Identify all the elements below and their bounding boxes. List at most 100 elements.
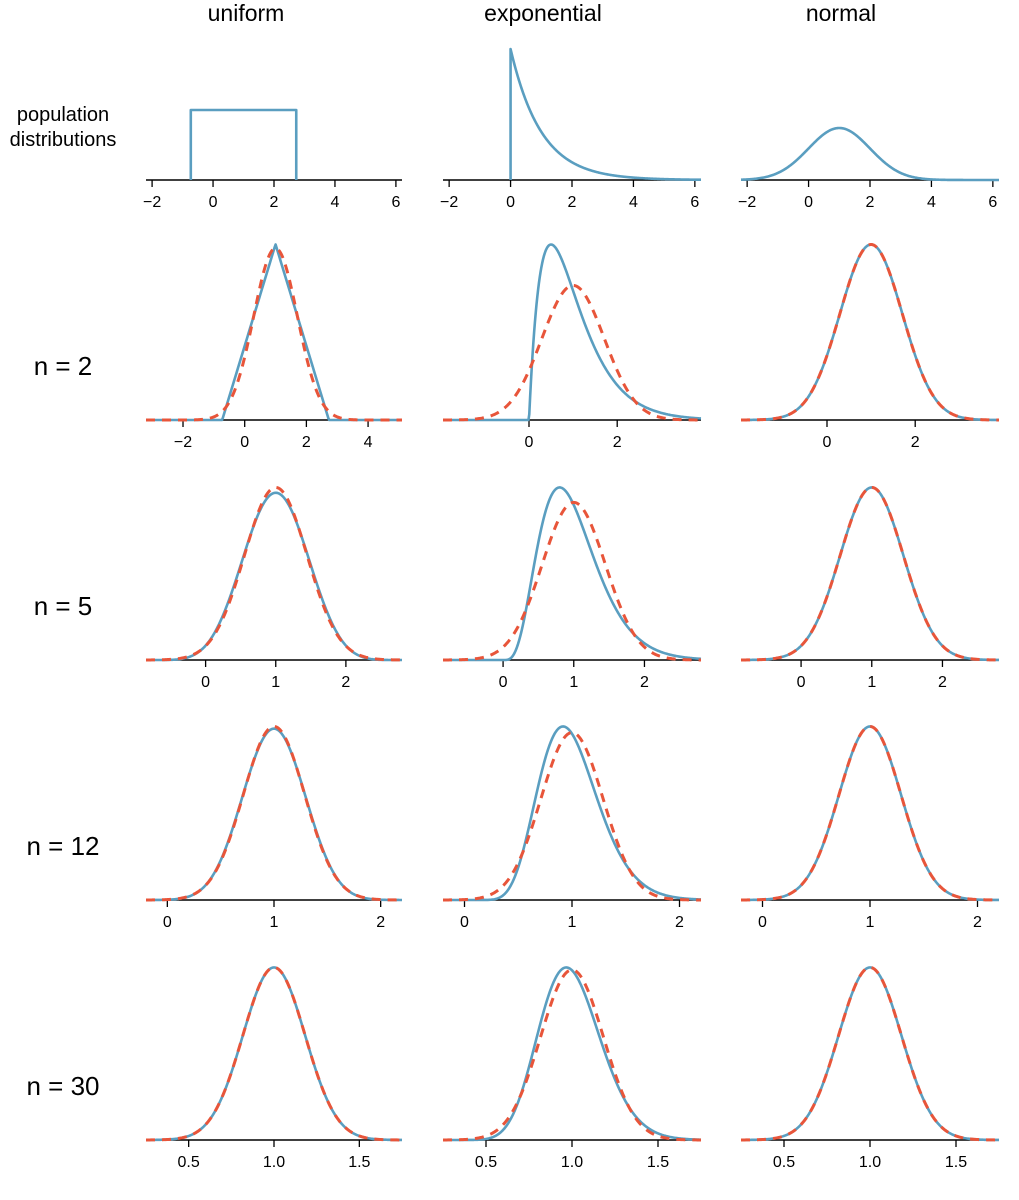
normal-approximation-curve-n2-normal	[740, 243, 1000, 422]
normal-approximation-curve-n2-uniform	[145, 246, 403, 422]
x-tick-label-n5-exponential-0: 0	[499, 674, 508, 691]
normal-approximation-curve-n2-exponential	[442, 283, 702, 422]
x-tick-label-population-exponential-2: 2	[568, 194, 577, 211]
normal-approximation-curve-n30-uniform	[145, 965, 403, 1142]
x-tick-label-population-uniform-0: −2	[143, 194, 161, 211]
column-titles: uniform exponential normal	[208, 0, 877, 26]
x-tick-label-n5-exponential-2: 2	[640, 674, 649, 691]
row-label-n12: n = 12	[26, 831, 99, 861]
sample-mean-density-curve-n2-exponential	[442, 243, 702, 422]
panel-n30-exponential: 0.5 1.0 1.5	[442, 966, 702, 1171]
x-tick-label-n30-normal-0: 0.5	[773, 1154, 795, 1171]
panel-n5-normal: 0 1 2	[740, 485, 1000, 691]
x-tick-label-n30-normal-1: 1.0	[859, 1154, 881, 1171]
x-tick-label-n12-normal-0: 0	[758, 914, 767, 931]
population-density-curve-exponential	[509, 47, 702, 182]
row-labels: population distributions n = 2 n = 5 n = 12 n…	[10, 104, 117, 1101]
sample-mean-density-curve-n12-exponential	[442, 725, 702, 902]
row-label-n5: n = 5	[34, 591, 93, 621]
row-label-n2: n = 2	[34, 351, 93, 381]
panel-n12-exponential: 0 1 2	[442, 725, 702, 931]
row-label-n30: n = 30	[26, 1071, 99, 1101]
chart-panels: −2 0 2 4 6 −2 0 2 4 6 −2 0 2 4 6−2 0 2 4 0 2 0 20 1 2 0 1 2 0 1 20 1 2 0…	[143, 47, 1000, 1171]
x-tick-label-population-uniform-3: 4	[330, 194, 339, 211]
normal-approximation-curve-n5-uniform	[145, 485, 403, 662]
row-label-population: population distributions	[10, 104, 117, 151]
x-tick-label-n30-uniform-0: 0.5	[178, 1154, 200, 1171]
x-tick-label-n12-normal-1: 1	[866, 914, 875, 931]
x-tick-label-n2-normal-1: 2	[911, 434, 920, 451]
x-tick-label-n30-exponential-2: 1.5	[647, 1154, 669, 1171]
panel-n2-uniform: −2 0 2 4	[145, 243, 403, 451]
sample-mean-density-curve-n12-uniform	[145, 727, 403, 902]
x-tick-label-population-exponential-4: 6	[690, 194, 699, 211]
x-tick-label-n2-exponential-1: 2	[613, 434, 622, 451]
x-tick-label-population-normal-4: 6	[988, 194, 997, 211]
panel-n12-uniform: 0 1 2	[145, 724, 403, 931]
x-tick-label-n5-exponential-1: 1	[569, 674, 578, 691]
sample-mean-density-curve-n5-uniform	[145, 491, 403, 662]
x-tick-label-population-exponential-0: −2	[440, 194, 458, 211]
panel-n12-normal: 0 1 2	[740, 724, 1000, 931]
x-tick-label-n2-uniform-2: 2	[302, 434, 311, 451]
panel-n5-exponential: 0 1 2	[442, 486, 702, 691]
x-tick-label-population-exponential-3: 4	[629, 194, 638, 211]
normal-approximation-curve-n5-exponential	[442, 500, 702, 662]
population-density-curve-uniform	[189, 108, 298, 180]
x-tick-label-population-normal-0: −2	[738, 194, 756, 211]
sample-mean-density-curve-n2-uniform	[145, 243, 403, 422]
x-tick-label-population-exponential-1: 0	[506, 194, 515, 211]
x-tick-label-n5-normal-2: 2	[938, 674, 947, 691]
x-tick-label-population-uniform-2: 2	[270, 194, 279, 211]
x-tick-label-n2-uniform-1: 0	[240, 434, 249, 451]
column-title-uniform: uniform	[208, 0, 285, 26]
x-tick-label-n12-uniform-1: 1	[270, 914, 279, 931]
normal-approximation-curve-n12-uniform	[145, 724, 403, 902]
normal-approximation-curve-n12-normal	[740, 724, 1000, 902]
sample-mean-density-curve-n12-normal	[740, 725, 1000, 902]
x-tick-label-n5-uniform-2: 2	[341, 674, 350, 691]
normal-approximation-curve-n12-exponential	[442, 731, 702, 902]
x-tick-label-n2-exponential-0: 0	[525, 434, 534, 451]
sample-mean-density-curve-n30-exponential	[442, 966, 702, 1142]
x-tick-label-n12-uniform-0: 0	[163, 914, 172, 931]
x-tick-label-n2-uniform-3: 4	[364, 434, 373, 451]
x-tick-label-n12-uniform-2: 2	[376, 914, 385, 931]
panel-population-exponential: −2 0 2 4 6	[440, 47, 702, 211]
normal-approximation-curve-n30-normal	[740, 965, 1000, 1142]
x-tick-label-n5-uniform-0: 0	[201, 674, 210, 691]
x-tick-label-n30-uniform-2: 1.5	[348, 1154, 370, 1171]
column-title-exponential: exponential	[484, 0, 602, 26]
x-tick-label-population-uniform-4: 6	[391, 194, 400, 211]
sample-mean-density-curve-n2-normal	[740, 243, 1000, 422]
population-density-curve-normal	[740, 126, 1000, 182]
column-title-normal: normal	[806, 0, 876, 26]
x-tick-label-n5-uniform-1: 1	[271, 674, 280, 691]
x-tick-label-n5-normal-1: 1	[867, 674, 876, 691]
panel-n30-uniform: 0.5 1.0 1.5	[145, 965, 403, 1171]
panel-n30-normal: 0.5 1.0 1.5	[740, 965, 1000, 1171]
x-tick-label-n12-exponential-2: 2	[675, 914, 684, 931]
sample-mean-density-curve-n30-normal	[740, 966, 1000, 1142]
x-tick-label-n30-exponential-1: 1.0	[561, 1154, 583, 1171]
panel-n5-uniform: 0 1 2	[145, 485, 403, 691]
panel-population-uniform: −2 0 2 4 6	[143, 108, 402, 211]
x-tick-label-n12-normal-2: 2	[973, 914, 982, 931]
x-tick-label-n5-normal-0: 0	[797, 674, 806, 691]
x-tick-label-population-uniform-1: 0	[209, 194, 218, 211]
normal-approximation-curve-n30-exponential	[442, 968, 702, 1142]
x-tick-label-n2-normal-0: 0	[823, 434, 832, 451]
x-tick-label-n12-exponential-0: 0	[460, 914, 469, 931]
sample-mean-density-curve-n5-exponential	[442, 486, 702, 662]
panel-population-normal: −2 0 2 4 6	[738, 126, 1000, 211]
x-tick-label-population-normal-2: 2	[866, 194, 875, 211]
sample-mean-density-curve-n5-normal	[740, 486, 1000, 662]
normal-approximation-curve-n5-normal	[740, 485, 1000, 662]
x-tick-label-n12-exponential-1: 1	[568, 914, 577, 931]
x-tick-label-n2-uniform-0: −2	[174, 434, 192, 451]
x-tick-label-population-normal-1: 0	[804, 194, 813, 211]
x-tick-label-n30-normal-2: 1.5	[945, 1154, 967, 1171]
